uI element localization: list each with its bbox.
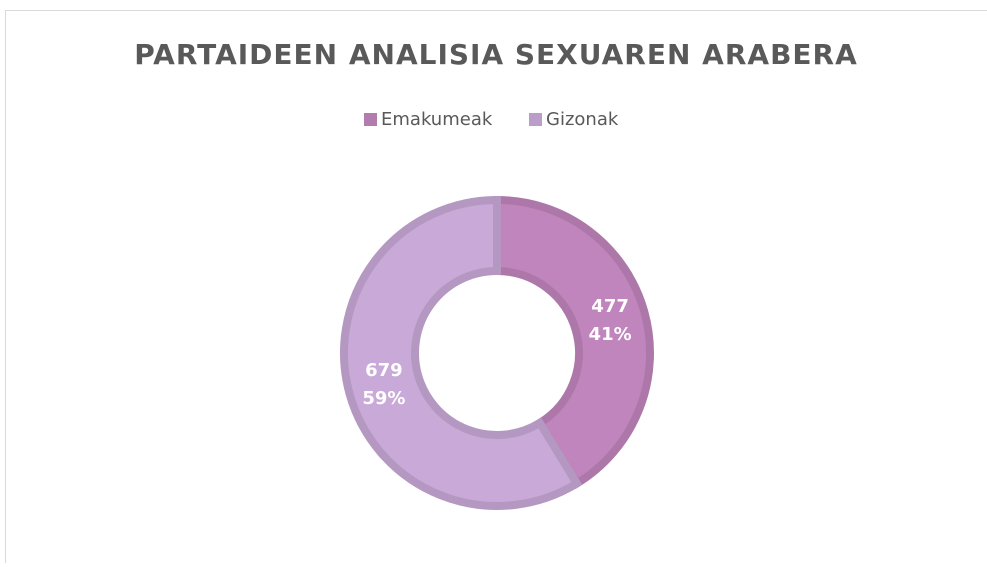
legend-label: Gizonak bbox=[546, 109, 619, 130]
legend-swatch bbox=[364, 113, 377, 126]
data-label-value: 679 bbox=[365, 360, 403, 381]
data-label-percent: 41% bbox=[589, 324, 632, 345]
legend-label: Emakumeak bbox=[381, 109, 493, 130]
chart-title: PARTAIDEEN ANALISIA SEXUAREN ARABERA bbox=[134, 38, 858, 71]
legend-swatch bbox=[529, 113, 542, 126]
data-label-value: 477 bbox=[591, 296, 629, 317]
data-label-percent: 59% bbox=[362, 388, 405, 409]
